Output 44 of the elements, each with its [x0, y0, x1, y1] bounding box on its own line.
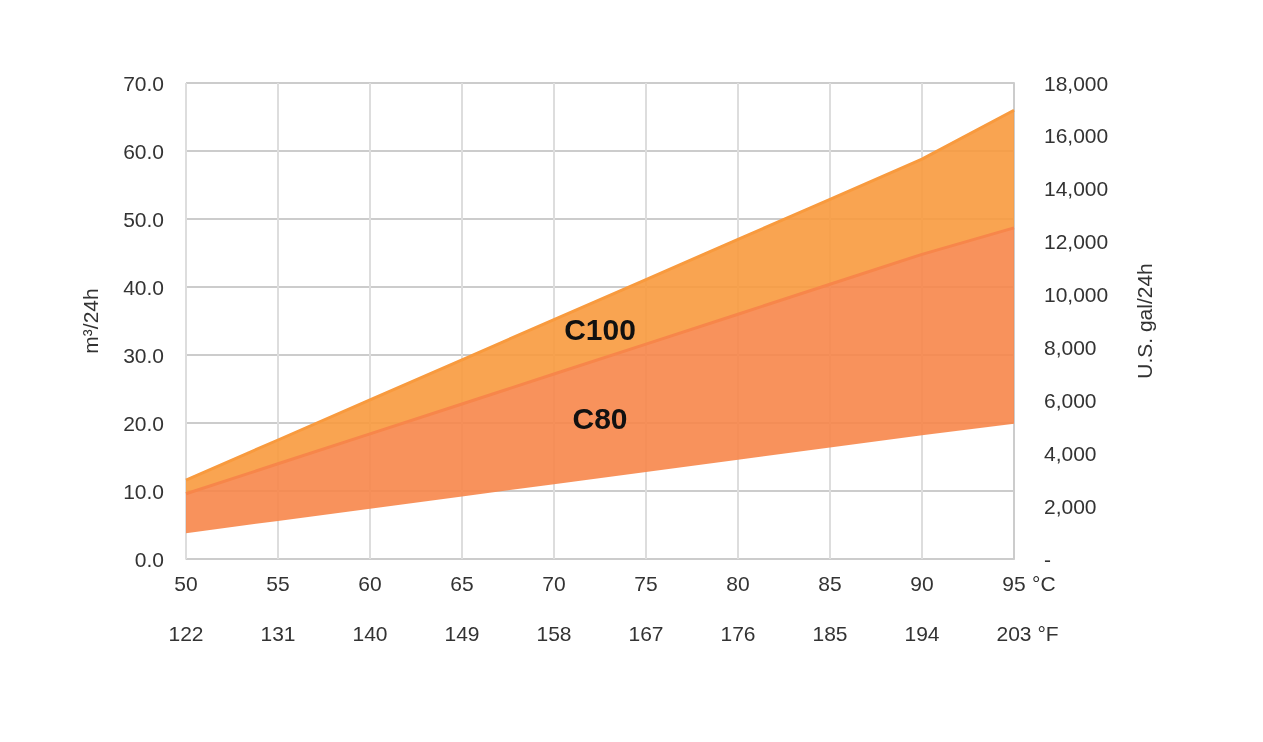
x-tick-label: 80 [726, 572, 750, 595]
x-tick-label: 75 [634, 572, 658, 595]
y2-tick-label: 8,000 [1044, 335, 1097, 359]
y2-tick-label: 6,000 [1044, 388, 1097, 412]
x-tick-label: 60 [358, 572, 382, 595]
x-tick-label: 65 [450, 572, 474, 595]
x2-tick-label: 203 [996, 622, 1032, 645]
y2-tick-label: 12,000 [1044, 230, 1109, 254]
y2-tick-label: 16,000 [1044, 124, 1109, 148]
y-tick-label: 60.0 [123, 139, 164, 163]
x-tick-label: 85 [818, 572, 842, 595]
y2-tick-label: 2,000 [1044, 494, 1097, 518]
y-tick-label: 40.0 [123, 275, 164, 299]
y-tick-label: 20.0 [123, 411, 164, 435]
x2-tick-label: 140 [352, 622, 388, 645]
y-axis-title: m³/24h [79, 288, 102, 354]
x-tick-label: 50 [174, 572, 198, 595]
x2-tick-label: 122 [168, 622, 204, 645]
y2-tick-label: 14,000 [1044, 177, 1109, 201]
x2-tick-label: 149 [444, 622, 480, 645]
y-tick-label: 30.0 [123, 343, 164, 367]
y2-tick-label: 10,000 [1044, 283, 1109, 307]
x-tick-label: 95 [1002, 572, 1026, 595]
y2-axis-title: U.S. gal/24h [1133, 263, 1156, 379]
y-tick-label: 70.0 [123, 71, 164, 95]
x-tick-label: 70 [542, 572, 566, 595]
y2-tick-label: 18,000 [1044, 71, 1109, 95]
x2-tick-label: 131 [260, 622, 296, 645]
series-label: C100 [564, 312, 636, 346]
y-tick-label: 10.0 [123, 479, 164, 503]
x2-tick-label: 167 [628, 622, 664, 645]
x-tick-label: 90 [910, 572, 934, 595]
y-tick-label: 0.0 [134, 547, 164, 571]
x2-tick-label: 185 [812, 622, 848, 645]
x-tick-label: 55 [266, 572, 290, 595]
x2-tick-label: 194 [904, 622, 940, 645]
y2-tick-label: 4,000 [1044, 441, 1097, 465]
x-axis-title: °C [1032, 572, 1056, 595]
x2-axis-title: °F [1037, 622, 1059, 645]
y-tick-label: 50.0 [123, 207, 164, 231]
x2-tick-label: 176 [720, 622, 756, 645]
series-label: C80 [572, 402, 628, 436]
y2-tick-label: - [1044, 547, 1051, 571]
x2-tick-label: 158 [536, 622, 572, 645]
